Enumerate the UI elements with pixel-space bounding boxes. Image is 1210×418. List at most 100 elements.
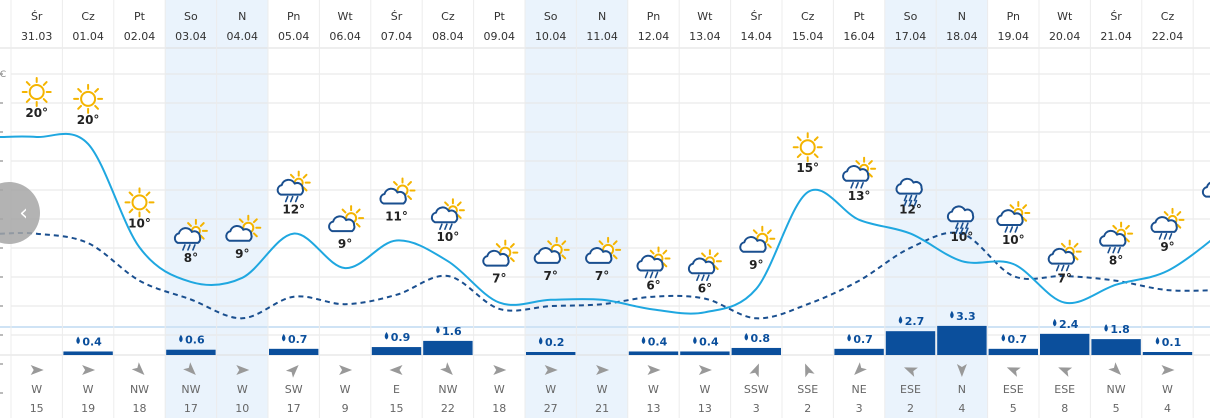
- temperature-label: 13°: [848, 189, 871, 203]
- temperature-label: 11°: [385, 210, 408, 224]
- axis-tick-mark: [0, 334, 3, 336]
- axis-tick-mark: [0, 131, 3, 133]
- wind-speed: 19: [81, 402, 95, 415]
- precip-label: 1.8: [1110, 323, 1130, 336]
- temperature-label: 7°: [492, 272, 506, 286]
- precip-label: 1.6: [442, 325, 462, 338]
- day-name: N: [598, 10, 606, 23]
- precip-label: 2.4: [1059, 318, 1079, 331]
- wind-arrow-icon: [904, 367, 918, 377]
- wind-arrow-icon: [1108, 362, 1122, 375]
- precip-label: 0.7: [853, 333, 873, 346]
- wind-arrow-icon: [339, 365, 353, 375]
- day-name: Pn: [287, 10, 300, 23]
- sun-cloud-rain-icon: [173, 218, 208, 251]
- day-date: 15.04: [792, 30, 824, 43]
- drop-icon: [76, 336, 80, 344]
- temperature-label: 7°: [595, 269, 609, 283]
- temperature-label: 10°: [1002, 233, 1025, 247]
- weekend-band: [525, 0, 577, 418]
- precip-label: 0.7: [1008, 333, 1028, 346]
- day-date: 21.04: [1100, 30, 1132, 43]
- temperature-line: [0, 132, 1210, 315]
- wind-arrow-icon: [440, 362, 453, 375]
- wind-speed: 4: [1164, 402, 1171, 415]
- day-date: 06.04: [329, 30, 361, 43]
- temperature-label: 7°: [1058, 272, 1072, 286]
- precip-bar: [526, 352, 576, 355]
- precip-bar: [1091, 339, 1141, 355]
- day-date: 14.04: [741, 30, 773, 43]
- day-name: N: [238, 10, 246, 23]
- precip-bar: [371, 347, 422, 355]
- precip-bar: [423, 340, 473, 355]
- wind-speed: 4: [958, 402, 965, 415]
- wind-direction: W: [1162, 383, 1173, 396]
- day-name: N: [958, 10, 966, 23]
- day-name: Pn: [647, 10, 660, 23]
- sun-icon: [124, 187, 155, 218]
- wind-direction: W: [494, 383, 505, 396]
- wind-direction: W: [597, 383, 608, 396]
- precip-bar: [63, 351, 113, 355]
- precip-label: 0.6: [185, 334, 205, 347]
- temperature-label: 9°: [235, 247, 249, 261]
- sun-cloud-rain-icon: [1099, 221, 1134, 254]
- temperature-label: 12°: [282, 203, 305, 217]
- sun-cloud-icon: [379, 177, 416, 205]
- wind-direction: W: [648, 383, 659, 396]
- wind-speed: 22: [441, 402, 455, 415]
- drop-icon: [1104, 324, 1108, 332]
- sun-cloud-rain-icon: [996, 200, 1031, 233]
- sun-cloud-icon: [482, 239, 519, 267]
- wind-speed: 3: [856, 402, 863, 415]
- temperature-label: 10°: [437, 230, 460, 244]
- wind-speed: 5: [1010, 402, 1017, 415]
- drop-icon: [436, 325, 440, 334]
- precip-bar: [834, 348, 884, 355]
- wind-speed: 13: [698, 402, 712, 415]
- wind-speed: 13: [647, 402, 661, 415]
- precip-bar: [1142, 352, 1193, 355]
- day-name: Pn: [1007, 10, 1020, 23]
- sun-cloud-rain-icon: [842, 156, 877, 189]
- day-name: Cz: [441, 10, 455, 23]
- axis-tick-mark: [0, 276, 3, 278]
- day-name: Pt: [134, 10, 146, 23]
- cloud-rain-icon: [895, 177, 923, 207]
- day-name: Pt: [494, 10, 506, 23]
- wind-speed: 10: [235, 402, 249, 415]
- drop-icon: [744, 332, 749, 341]
- drop-icon: [693, 336, 697, 344]
- wind-speed: 18: [133, 402, 147, 415]
- drop-icon: [538, 337, 543, 345]
- day-name: Śr: [31, 10, 43, 23]
- precip-bar: [680, 351, 730, 355]
- wind-direction: SW: [285, 383, 303, 396]
- drop-icon: [1052, 318, 1057, 327]
- drop-icon: [847, 333, 851, 342]
- wind-direction: SSW: [744, 383, 769, 396]
- wind-direction: W: [83, 383, 94, 396]
- day-name: So: [544, 10, 558, 23]
- day-name: Wt: [697, 10, 713, 23]
- precip-bar: [628, 351, 679, 355]
- wind-speed: 27: [544, 402, 558, 415]
- wind-direction: NW: [1107, 383, 1126, 396]
- wind-arrow-icon: [854, 362, 867, 375]
- wind-speed: 21: [595, 402, 609, 415]
- precip-bar: [1040, 333, 1090, 355]
- sun-cloud-icon: [533, 236, 570, 264]
- temperature-label: 9°: [749, 258, 763, 272]
- sun-cloud-icon: [328, 205, 365, 233]
- weekend-band: [165, 0, 217, 418]
- drop-icon: [950, 310, 954, 319]
- wind-direction: W: [545, 383, 556, 396]
- day-date: 08.04: [432, 30, 464, 43]
- precip-label: 0.9: [391, 331, 411, 344]
- day-name: Śr: [751, 10, 763, 23]
- axis-tick-mark: [0, 160, 3, 162]
- wind-arrow-icon: [1161, 365, 1175, 375]
- precip-label: 2.7: [905, 315, 925, 328]
- wind-direction: ESE: [1054, 383, 1075, 396]
